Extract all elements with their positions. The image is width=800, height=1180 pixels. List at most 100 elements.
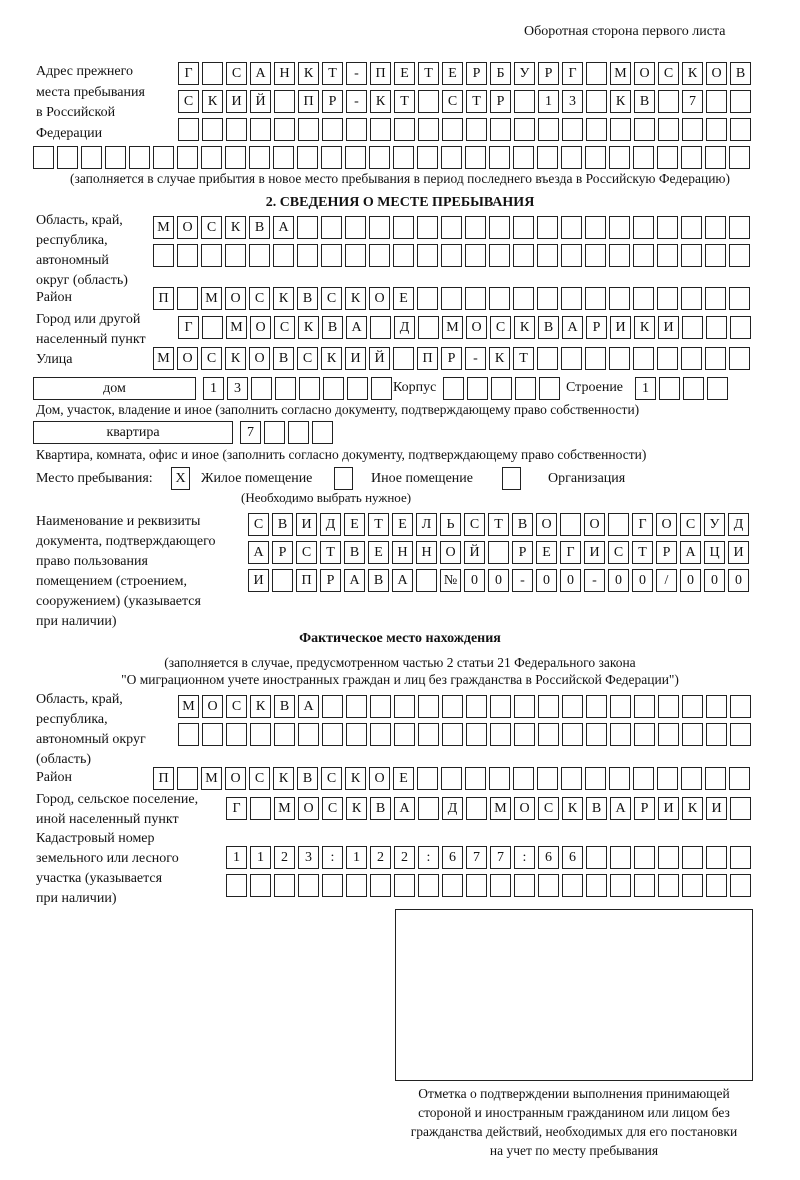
char-cell[interactable]	[465, 216, 486, 239]
char-cell[interactable]	[346, 723, 367, 746]
char-cell[interactable]	[202, 118, 223, 141]
char-cell[interactable]: 0	[536, 569, 557, 592]
char-cell[interactable]	[682, 118, 703, 141]
char-cell[interactable]	[658, 90, 679, 113]
char-cell[interactable]	[81, 146, 102, 169]
char-cell[interactable]: И	[706, 797, 727, 820]
char-cell[interactable]: К	[634, 316, 655, 339]
char-cell[interactable]	[729, 146, 750, 169]
char-cell[interactable]	[729, 347, 750, 370]
char-cell[interactable]: Г	[226, 797, 247, 820]
char-cell[interactable]: Г	[632, 513, 653, 536]
char-cell[interactable]	[730, 90, 751, 113]
char-cell[interactable]: О	[440, 541, 461, 564]
char-cell[interactable]: 0	[608, 569, 629, 592]
char-cell[interactable]	[705, 146, 726, 169]
char-cell[interactable]: :	[322, 846, 343, 869]
char-cell[interactable]: И	[728, 541, 749, 564]
char-cell[interactable]: И	[226, 90, 247, 113]
char-cell[interactable]	[658, 874, 679, 897]
char-cell[interactable]: 6	[562, 846, 583, 869]
char-cell[interactable]	[393, 146, 414, 169]
char-cell[interactable]: К	[298, 316, 319, 339]
char-cell[interactable]: 7	[490, 846, 511, 869]
char-cell[interactable]: Е	[442, 62, 463, 85]
char-cell[interactable]: В	[297, 767, 318, 790]
char-cell[interactable]: Т	[394, 90, 415, 113]
char-cell[interactable]	[537, 347, 558, 370]
char-cell[interactable]	[416, 569, 437, 592]
char-cell[interactable]	[730, 723, 751, 746]
char-cell[interactable]: П	[296, 569, 317, 592]
char-cell[interactable]: Д	[394, 316, 415, 339]
char-cell[interactable]	[562, 695, 583, 718]
char-cell[interactable]	[585, 146, 606, 169]
char-cell[interactable]	[465, 244, 486, 267]
char-cell[interactable]	[513, 287, 534, 310]
char-cell[interactable]: В	[634, 90, 655, 113]
char-cell[interactable]	[658, 846, 679, 869]
char-cell[interactable]	[321, 216, 342, 239]
char-cell[interactable]	[465, 767, 486, 790]
char-cell[interactable]	[609, 146, 630, 169]
char-cell[interactable]	[657, 216, 678, 239]
char-cell[interactable]	[730, 797, 751, 820]
char-cell[interactable]: А	[298, 695, 319, 718]
char-cell[interactable]	[706, 723, 727, 746]
char-cell[interactable]	[706, 874, 727, 897]
char-cell[interactable]: О	[249, 347, 270, 370]
char-cell[interactable]: О	[225, 287, 246, 310]
char-cell[interactable]: Т	[322, 62, 343, 85]
char-cell[interactable]: К	[250, 695, 271, 718]
char-cell[interactable]: К	[345, 767, 366, 790]
char-cell[interactable]	[705, 767, 726, 790]
char-cell[interactable]	[705, 347, 726, 370]
char-cell[interactable]	[466, 797, 487, 820]
char-cell[interactable]	[369, 146, 390, 169]
char-cell[interactable]	[729, 287, 750, 310]
char-cell[interactable]	[513, 767, 534, 790]
char-cell[interactable]: 0	[464, 569, 485, 592]
char-cell[interactable]: О	[706, 62, 727, 85]
char-cell[interactable]	[586, 90, 607, 113]
char-cell[interactable]: К	[273, 767, 294, 790]
char-cell[interactable]: -	[346, 62, 367, 85]
char-cell[interactable]	[514, 90, 535, 113]
char-cell[interactable]: М	[226, 316, 247, 339]
char-cell[interactable]: Н	[392, 541, 413, 564]
char-cell[interactable]	[657, 244, 678, 267]
char-cell[interactable]	[418, 874, 439, 897]
char-cell[interactable]	[153, 146, 174, 169]
char-cell[interactable]	[513, 146, 534, 169]
char-cell[interactable]	[608, 513, 629, 536]
char-cell[interactable]: Т	[368, 513, 389, 536]
char-cell[interactable]	[177, 146, 198, 169]
char-cell[interactable]: К	[489, 347, 510, 370]
char-cell[interactable]: С	[658, 62, 679, 85]
char-cell[interactable]	[562, 723, 583, 746]
char-cell[interactable]: 3	[227, 377, 248, 400]
char-cell[interactable]: М	[274, 797, 295, 820]
char-cell[interactable]: О	[177, 216, 198, 239]
char-cell[interactable]: В	[297, 287, 318, 310]
char-cell[interactable]: В	[538, 316, 559, 339]
char-cell[interactable]	[441, 287, 462, 310]
char-cell[interactable]	[369, 216, 390, 239]
char-cell[interactable]	[249, 146, 270, 169]
char-cell[interactable]	[465, 287, 486, 310]
char-cell[interactable]	[682, 723, 703, 746]
char-cell[interactable]	[441, 216, 462, 239]
char-cell[interactable]: А	[248, 541, 269, 564]
char-cell[interactable]	[225, 146, 246, 169]
char-cell[interactable]: П	[417, 347, 438, 370]
char-cell[interactable]: 0	[560, 569, 581, 592]
char-cell[interactable]	[586, 118, 607, 141]
char-cell[interactable]: И	[248, 569, 269, 592]
char-cell[interactable]	[249, 244, 270, 267]
char-cell[interactable]: С	[608, 541, 629, 564]
char-cell[interactable]: Г	[562, 62, 583, 85]
char-cell[interactable]	[610, 874, 631, 897]
char-cell[interactable]	[634, 118, 655, 141]
char-cell[interactable]	[489, 146, 510, 169]
char-cell[interactable]	[272, 569, 293, 592]
